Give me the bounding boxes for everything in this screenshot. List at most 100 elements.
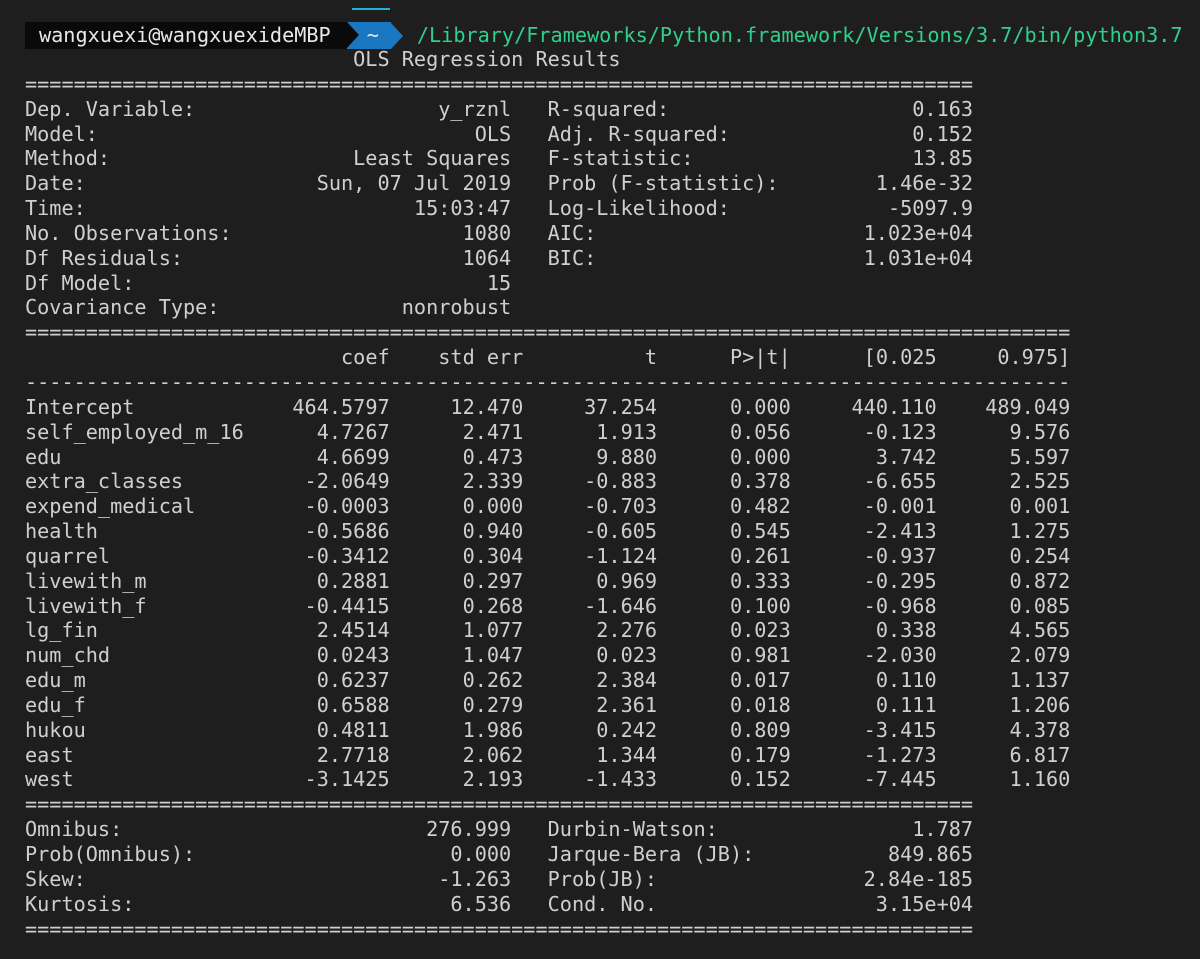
coef-row: self_employed_m_16 4.7267 2.471 1.913 0.… xyxy=(25,420,1070,445)
coef-cell: 1.913 xyxy=(523,419,658,444)
summary-row: Dep. Variable: y_rznl R-squared: 0.163 xyxy=(25,97,1070,122)
separator-line: ========================================… xyxy=(25,916,974,941)
coef-row: extra_classes -2.0649 2.339 -0.883 0.378… xyxy=(25,469,1070,494)
coef-cell: 0.333 xyxy=(657,568,791,593)
coef-cell: 0.262 xyxy=(389,668,524,693)
coef-cell: 2.384 xyxy=(523,668,658,693)
coef-cell: -2.413 xyxy=(790,519,937,544)
coef-row: expend_medical -0.0003 0.000 -0.703 0.48… xyxy=(25,494,1070,519)
summary-row: Method: Least Squares F-statistic: 13.85 xyxy=(25,146,1070,171)
coef-cell: 0.111 xyxy=(790,692,937,717)
summary-row: Model: OLS Adj. R-squared: 0.152 xyxy=(25,122,1070,147)
coef-row: livewith_f -0.4415 0.268 -1.646 0.100 -0… xyxy=(25,594,1070,619)
coef-cell: -0.001 xyxy=(790,494,937,519)
coef-cell: 9.880 xyxy=(523,444,658,469)
summary-row: Df Model: 15 xyxy=(25,271,1070,296)
coef-header-cell: P>|t| xyxy=(657,345,791,370)
coef-cell: 2.079 xyxy=(936,643,1071,668)
coef-row: edu_m 0.6237 0.262 2.384 0.017 0.110 1.1… xyxy=(25,668,1070,693)
summary-label2: R-squared: xyxy=(511,96,670,121)
diag-value2: 3.15e+04 xyxy=(657,891,974,916)
coef-header-cell: [0.025 xyxy=(790,345,937,370)
coef-cell: 2.471 xyxy=(389,419,524,444)
coef-cell: 2.193 xyxy=(389,767,524,792)
summary-label: No. Observations: xyxy=(25,220,232,245)
coef-cell: 12.470 xyxy=(389,394,524,419)
coef-cell: -0.295 xyxy=(790,568,937,593)
coef-header-cell: t xyxy=(523,345,658,370)
summary-label2: Log-Likelihood: xyxy=(511,196,730,221)
coef-cell: 9.576 xyxy=(936,419,1071,444)
summary-value2: 1.031e+04 xyxy=(596,245,974,270)
coef-cell: -2.0649 xyxy=(243,469,390,494)
coef-cell: 37.254 xyxy=(523,394,658,419)
separator-line: ========================================… xyxy=(25,320,1071,345)
coef-cell: 0.4811 xyxy=(243,717,390,742)
coef-cell: 0.940 xyxy=(389,519,524,544)
coef-variable-name: extra_classes xyxy=(25,469,244,494)
report-title: OLS Regression Results xyxy=(25,47,1070,72)
diag-label: Kurtosis: xyxy=(25,891,135,916)
coef-cell: 464.5797 xyxy=(243,394,390,419)
coef-variable-name: east xyxy=(25,742,244,767)
coef-cell: 0.017 xyxy=(657,668,791,693)
coef-row: livewith_m 0.2881 0.297 0.969 0.333 -0.2… xyxy=(25,569,1070,594)
coef-variable-name: self_employed_m_16 xyxy=(25,419,244,444)
coef-cell: 0.872 xyxy=(936,568,1071,593)
diag-value2: 849.865 xyxy=(754,842,974,866)
coef-variable-name: west xyxy=(25,767,244,792)
coef-cell: 1.206 xyxy=(936,692,1071,717)
summary-label2: AIC: xyxy=(511,220,597,245)
diag-value2: 2.84e-185 xyxy=(657,866,974,891)
title-indent xyxy=(25,47,353,71)
coef-cell: 6.817 xyxy=(936,742,1071,767)
summary-label: Date: xyxy=(25,171,86,196)
summary-row: Time: 15:03:47 Log-Likelihood: -5097.9 xyxy=(25,196,1070,221)
diag-label2: Durbin-Watson: xyxy=(511,817,718,842)
coef-cell: 0.6237 xyxy=(243,668,390,693)
summary-value2: 0.163 xyxy=(669,96,974,121)
summary-value: Sun, 07 Jul 2019 xyxy=(85,171,512,196)
coef-variable-name: quarrel xyxy=(25,543,244,568)
summary-row: Date: Sun, 07 Jul 2019 Prob (F-statistic… xyxy=(25,171,1070,196)
coef-cell: 0.000 xyxy=(657,394,791,419)
coef-cell: 0.268 xyxy=(389,593,524,618)
coef-cell: 0.338 xyxy=(790,618,937,643)
separator-line: ========================================… xyxy=(25,71,974,96)
coef-cell: 0.2881 xyxy=(243,568,390,593)
coef-cell: -1.646 xyxy=(523,593,658,618)
coef-cell: 0.085 xyxy=(936,593,1071,618)
coef-cell: -7.445 xyxy=(790,767,937,792)
diag-value2: 1.787 xyxy=(717,817,974,842)
coef-cell: 1.160 xyxy=(936,767,1071,792)
coef-header-cell: std err xyxy=(389,345,524,370)
report-title-text: OLS Regression Results xyxy=(353,47,621,71)
coef-cell: 0.023 xyxy=(657,618,791,643)
coef-cell: 2.339 xyxy=(389,469,524,494)
coef-cell: 4.378 xyxy=(936,717,1071,742)
prompt-command: /Library/Frameworks/Python.framework/Ver… xyxy=(416,23,1183,47)
diag-row: Omnibus: 276.999 Durbin-Watson: 1.787 xyxy=(25,817,1070,842)
coef-variable-name: Intercept xyxy=(25,394,244,419)
coef-cell: 0.297 xyxy=(389,568,524,593)
summary-value: y_rznl xyxy=(195,96,512,121)
coef-row: edu_f 0.6588 0.279 2.361 0.018 0.111 1.2… xyxy=(25,693,1070,718)
coef-cell: 0.000 xyxy=(389,494,524,519)
summary-value: OLS xyxy=(97,121,512,146)
coef-cell: 4.6699 xyxy=(243,444,390,469)
coef-cell: -2.030 xyxy=(790,643,937,668)
summary-value: 1080 xyxy=(231,220,512,245)
coef-cell: 0.001 xyxy=(936,494,1071,519)
coef-cell: 0.261 xyxy=(657,543,791,568)
summary-value2: 13.85 xyxy=(693,146,974,171)
coef-cell: -0.937 xyxy=(790,543,937,568)
coef-cell: 0.6588 xyxy=(243,692,390,717)
coef-cell: 0.152 xyxy=(657,767,791,792)
coef-cell: -1.433 xyxy=(523,767,658,792)
coef-cell: -6.655 xyxy=(790,469,937,494)
summary-value: 1064 xyxy=(183,245,512,270)
coef-header-row: coef std err t P>|t| [0.025 0.975] xyxy=(25,345,1070,370)
coef-cell: 1.077 xyxy=(389,618,524,643)
summary-value2: 1.46e-32 xyxy=(778,171,974,196)
